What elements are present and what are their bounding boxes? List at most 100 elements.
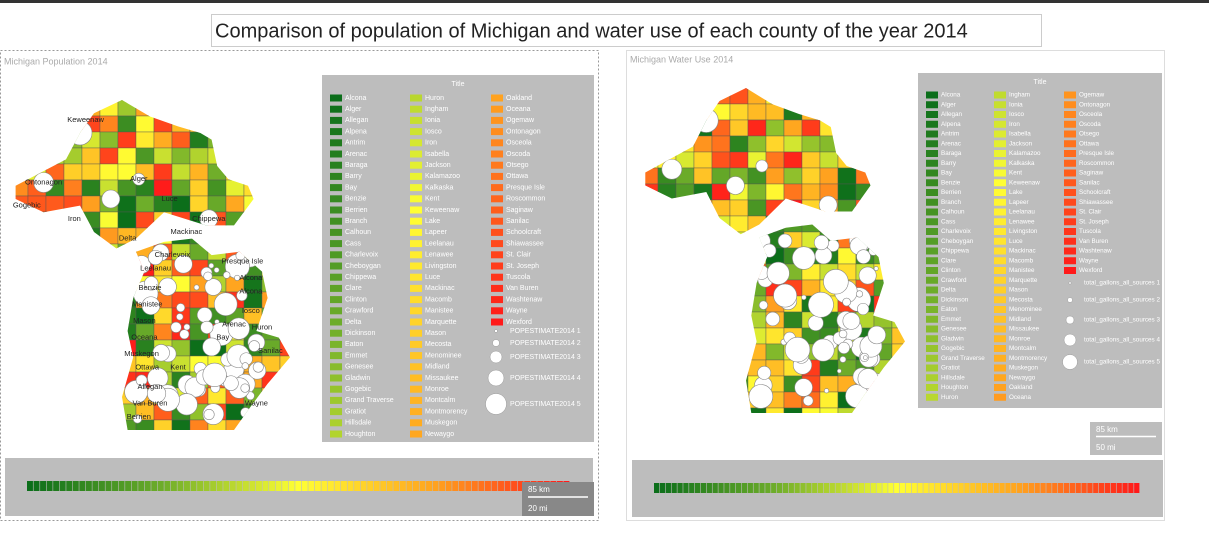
legend-swatch (410, 363, 422, 371)
color-cell (151, 481, 158, 491)
title-box[interactable] (211, 14, 1042, 47)
legend-swatch (994, 111, 1006, 118)
county (819, 375, 839, 393)
legend-swatch (330, 363, 342, 371)
color-cell (314, 481, 321, 491)
color-cell (216, 481, 223, 491)
county (99, 387, 119, 405)
county (693, 279, 713, 297)
color-cell (958, 483, 964, 493)
county (243, 100, 263, 117)
county (711, 391, 731, 409)
population-bubble (179, 329, 190, 340)
legend-swatch (1064, 247, 1076, 255)
color-cell (976, 483, 982, 493)
county (693, 135, 713, 153)
county (27, 291, 47, 309)
size-swatch (1067, 297, 1073, 303)
map-label: Alcona (239, 273, 263, 282)
county (171, 131, 191, 149)
size-swatch (1063, 333, 1077, 347)
legend-swatch (926, 228, 938, 235)
color-cell (1099, 483, 1105, 493)
county (891, 103, 905, 121)
population-bubble (794, 378, 813, 397)
map-label: Wayne (245, 399, 268, 408)
legend-label: Kent (425, 196, 439, 203)
color-cell (935, 483, 941, 493)
county (645, 311, 659, 329)
county (837, 215, 857, 233)
legend-label: Clare (345, 285, 362, 292)
county (675, 375, 695, 393)
county (693, 167, 713, 185)
population-bubble (240, 407, 251, 418)
county (63, 147, 83, 165)
color-cell (112, 481, 118, 491)
county (729, 375, 749, 393)
population-bubble (213, 292, 238, 316)
panel-frame[interactable] (0, 50, 599, 521)
legend-swatch (330, 385, 342, 393)
legend-label: Wexford (506, 319, 532, 326)
legend-swatch (926, 325, 938, 333)
county (657, 103, 677, 121)
population-bubble (823, 268, 849, 295)
county (693, 327, 713, 345)
county (783, 103, 803, 121)
color-cell (373, 481, 380, 491)
color-cell (262, 481, 269, 491)
legend-swatch (1064, 111, 1076, 118)
county (657, 119, 677, 137)
color-cell (1022, 483, 1029, 493)
legend-swatch (994, 315, 1006, 323)
legend-swatch (1064, 189, 1076, 196)
county (117, 211, 137, 229)
population-bubble (801, 294, 807, 301)
color-cell (853, 483, 859, 493)
legend-swatch (410, 396, 422, 404)
population-bubble (204, 278, 222, 296)
county (819, 215, 839, 233)
legend-swatch (926, 208, 938, 216)
county (27, 243, 47, 261)
county (189, 243, 209, 261)
color-cell (1034, 483, 1040, 493)
population-bubble (758, 300, 769, 310)
legend-swatch (410, 318, 422, 326)
legend-swatch (926, 315, 938, 323)
county-map (645, 88, 905, 413)
county (801, 215, 821, 233)
population-bubble (692, 196, 710, 214)
county (99, 371, 119, 389)
county (891, 327, 905, 345)
map-label: Bay (216, 333, 229, 342)
color-cell (847, 483, 853, 493)
county (675, 247, 695, 265)
panel-frame[interactable] (626, 50, 1165, 521)
color-cell (478, 481, 485, 491)
color-cell (1134, 483, 1140, 493)
county (873, 199, 893, 217)
legend-swatch (330, 206, 342, 214)
color-cell (66, 481, 73, 491)
county (819, 88, 839, 105)
county (747, 247, 767, 265)
county (747, 183, 767, 201)
county (891, 311, 905, 329)
legend-swatch (410, 329, 422, 337)
population-bubble (868, 237, 877, 245)
legend-label: Clinton (941, 267, 961, 274)
legend-swatch (330, 296, 342, 304)
legend-label: Emmet (941, 316, 961, 323)
legend-swatch (330, 329, 342, 337)
color-cell (118, 481, 125, 491)
color-cell (40, 481, 47, 491)
legend-label: Lapeer (425, 229, 447, 236)
legend-swatch (330, 430, 342, 438)
county (657, 231, 677, 249)
map-label: Gogebic (13, 201, 41, 210)
county (15, 131, 29, 149)
county (783, 135, 803, 153)
county (63, 371, 83, 389)
